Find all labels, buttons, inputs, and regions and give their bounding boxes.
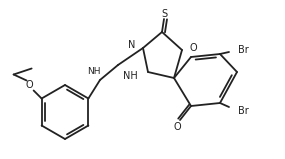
Text: NH: NH xyxy=(87,68,101,76)
Text: N: N xyxy=(128,40,135,50)
Text: O: O xyxy=(173,122,181,132)
Text: Br: Br xyxy=(238,45,249,55)
Text: NH: NH xyxy=(123,71,138,81)
Text: O: O xyxy=(26,80,33,90)
Text: S: S xyxy=(161,9,167,19)
Text: O: O xyxy=(190,43,198,53)
Text: Br: Br xyxy=(238,106,249,116)
